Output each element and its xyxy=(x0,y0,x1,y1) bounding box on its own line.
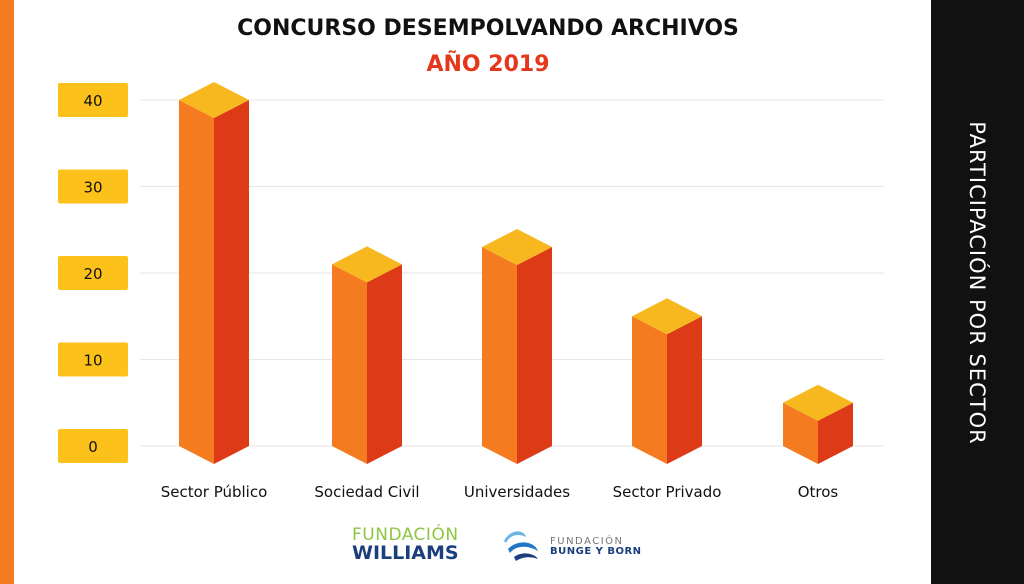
y-tick-badge xyxy=(58,169,128,204)
bunge-born-emblem-icon xyxy=(504,531,538,561)
left-accent-stripe xyxy=(0,0,14,584)
side-panel: PARTICIPACIÓN POR SECTOR xyxy=(931,0,1024,584)
x-category-label: Sector Público xyxy=(161,483,268,501)
bar-top-face xyxy=(783,384,853,421)
bar-4 xyxy=(632,298,702,464)
bar-top-face xyxy=(179,82,249,118)
bar-side-face xyxy=(517,247,552,464)
y-tick-label: 40 xyxy=(83,92,102,110)
y-tick-label: 20 xyxy=(83,265,102,283)
side-panel-title: PARTICIPACIÓN POR SECTOR xyxy=(965,121,989,445)
y-tick-label: 30 xyxy=(83,179,102,197)
x-category-label: Otros xyxy=(798,483,839,501)
bar-1 xyxy=(179,82,249,464)
bar-front-face xyxy=(632,316,667,464)
y-tick-badge xyxy=(58,342,128,377)
bar-chart: 0 10 20 30 40 Sector Público Sociedad Civil Uni… xyxy=(58,82,884,501)
chart-title: CONCURSO DESEMPOLVANDO ARCHIVOS xyxy=(237,16,739,41)
bar-front-face xyxy=(482,247,517,464)
bar-side-face xyxy=(818,402,853,464)
bar-side-face xyxy=(214,100,249,464)
bar-side-face xyxy=(367,264,402,464)
bar-top-face xyxy=(482,229,552,266)
bar-5 xyxy=(783,384,853,464)
y-tick-badge xyxy=(58,83,128,117)
y-tick-badge xyxy=(58,429,128,463)
bar-front-face xyxy=(783,402,818,464)
y-tick-badge xyxy=(58,256,128,290)
bar-front-face xyxy=(179,100,214,464)
williams-logo-line1: FUNDACIÓN xyxy=(352,525,459,545)
chart-subtitle: AÑO 2019 xyxy=(426,52,550,77)
bar-front-face xyxy=(332,264,367,464)
x-category-label: Sector Privado xyxy=(613,483,722,501)
bar-top-face xyxy=(332,246,402,283)
bar-2 xyxy=(332,246,402,464)
fundacion-williams-logo: FUNDACIÓN WILLIAMS xyxy=(352,527,459,563)
bar-top-face xyxy=(632,298,702,335)
x-category-label: Sociedad Civil xyxy=(314,483,419,501)
bunge-born-logo-line2: BUNGE Y BORN xyxy=(550,546,642,557)
bar-3 xyxy=(482,229,552,464)
y-tick-label: 0 xyxy=(88,438,98,456)
y-tick-label: 10 xyxy=(83,352,102,370)
williams-logo-line2: WILLIAMS xyxy=(352,542,459,564)
x-category-label: Universidades xyxy=(464,483,570,501)
bar-side-face xyxy=(667,316,702,464)
bunge-born-logo-line1: FUNDACIÓN xyxy=(550,535,624,547)
fundacion-bunge-born-logo: FUNDACIÓN BUNGE Y BORN xyxy=(500,527,642,567)
